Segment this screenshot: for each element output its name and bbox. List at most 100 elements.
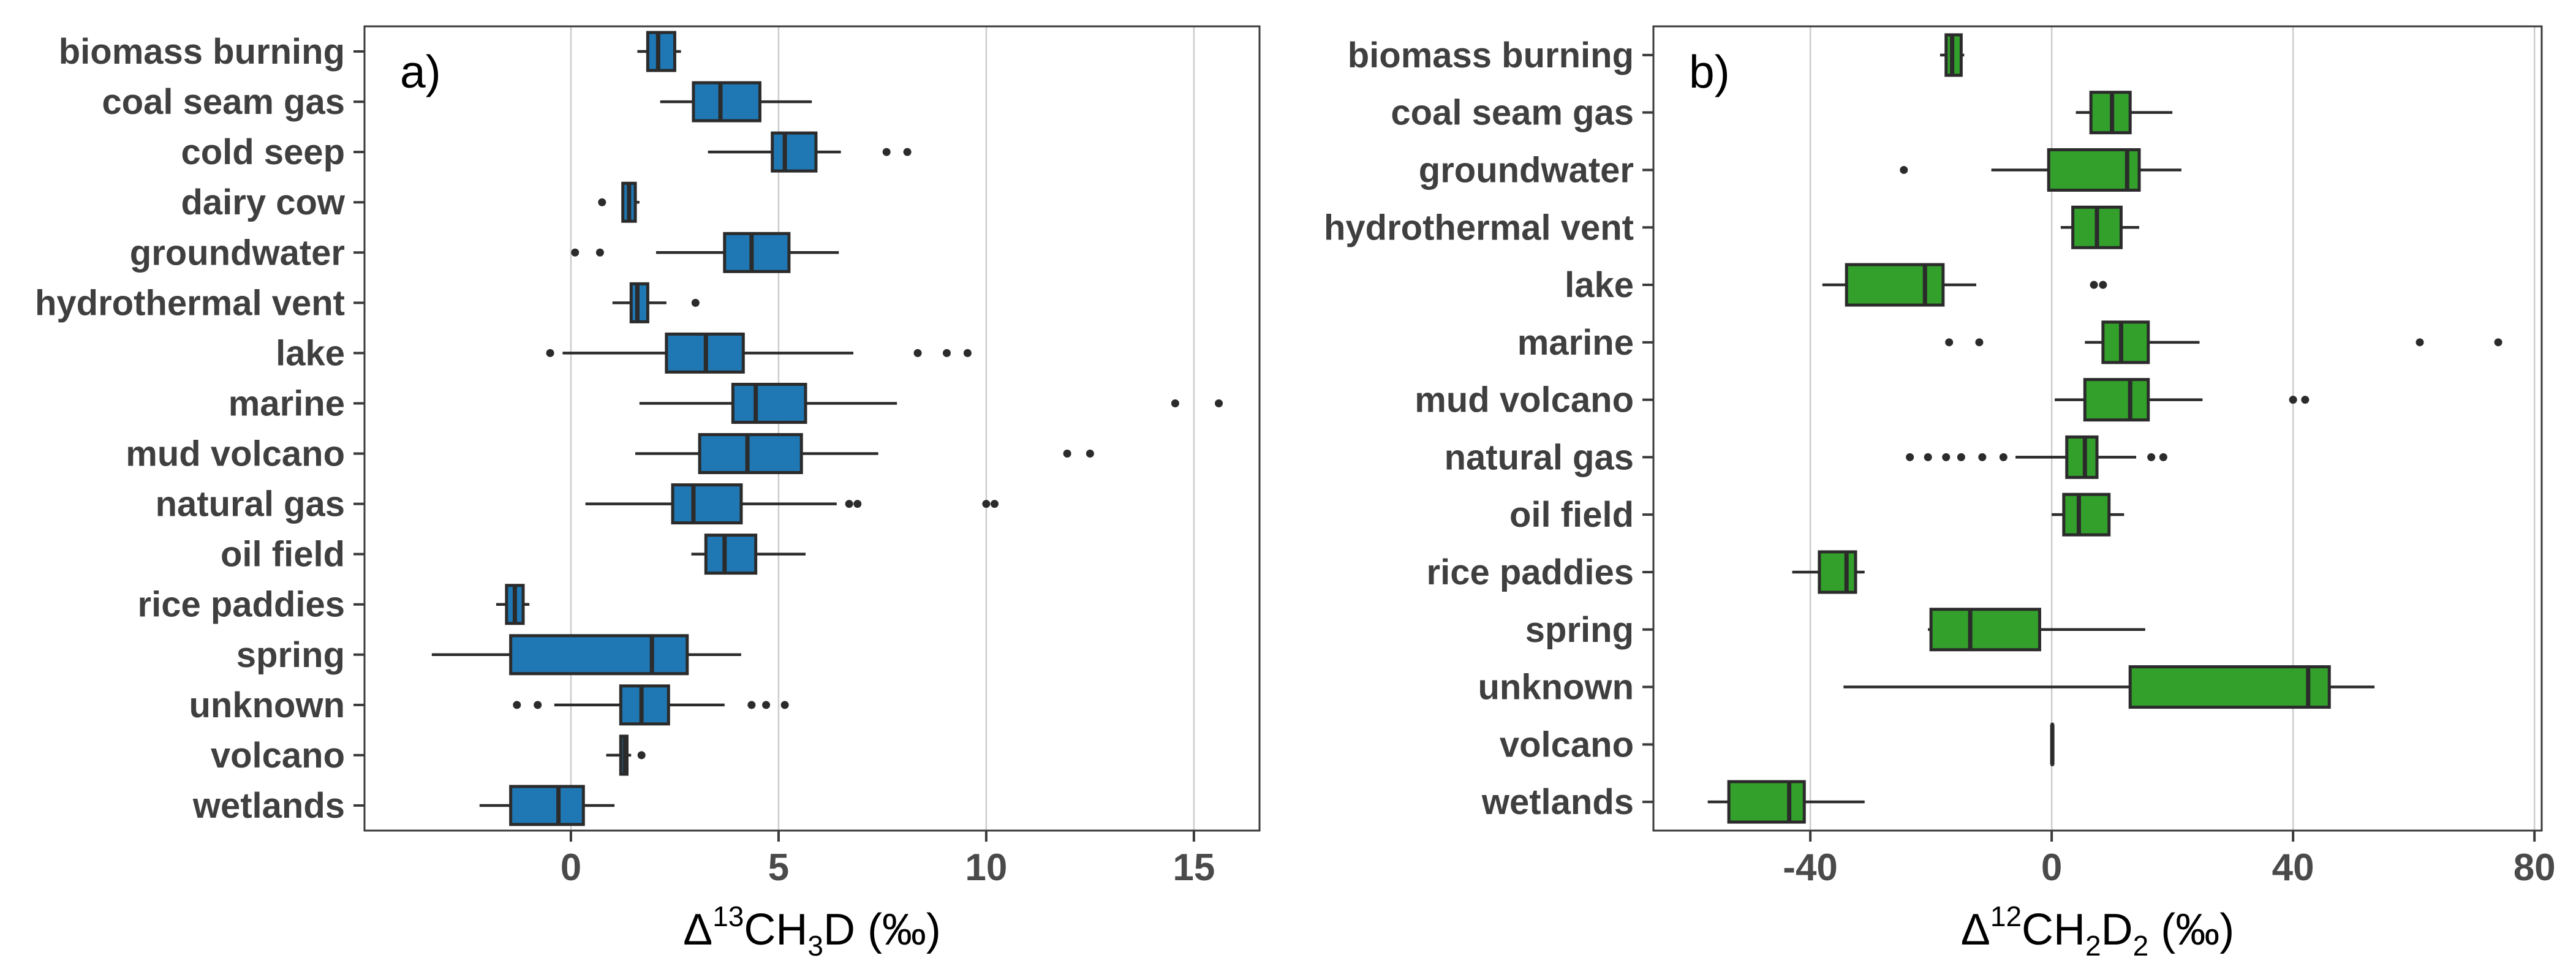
panel-b-outlier-natural-gas — [1999, 453, 2008, 461]
panel-b-box-natural-gas — [2065, 435, 2099, 479]
panel-b-outlier-marine — [2494, 338, 2502, 347]
panel-a-category-label-volcano: volcano — [211, 736, 345, 775]
panel-a-outlier-unknown — [534, 701, 542, 709]
panel-a-outlier-natural-gas — [990, 500, 999, 508]
panel-a-x-tick-label-10: 10 — [965, 847, 1007, 889]
panel-b-border — [1652, 25, 2543, 832]
panel-a-boxplot-natural-gas — [585, 483, 999, 525]
panel-a-category-label-natural-gas: natural gas — [156, 485, 345, 524]
panel-b-category-label-rice-paddies: rice paddies — [1427, 553, 1634, 592]
panel-b-x-axis-title: Δ12​CH2​D2​ (‰) — [1961, 900, 2234, 958]
panel-b-d12ch2d2-boxplot: biomass burning coal seam gas groundwater h… — [1324, 25, 2556, 958]
panel-b-boxplot-hydrothermal-vent — [2060, 205, 2139, 249]
panel-b-box-spring — [1929, 608, 2041, 652]
panel-a-outlier-unknown — [747, 701, 756, 709]
panel-b-category-label-mud-volcano: mud volcano — [1415, 380, 1634, 420]
panel-a-box-natural-gas — [671, 483, 743, 525]
panel-a-outlier-natural-gas — [845, 500, 853, 508]
panel-a-category-label-dairy-cow: dairy cow — [181, 183, 345, 222]
panel-a-box-spring — [509, 634, 689, 676]
panel-b-boxplot-groundwater — [1900, 148, 2181, 192]
panel-b-category-label-unknown: unknown — [1478, 668, 1634, 707]
panel-a-box-coal-seam-gas — [692, 81, 761, 123]
panel-a-x-tick-label-15: 15 — [1173, 847, 1215, 889]
panel-a-x-tick-label-5: 5 — [768, 847, 789, 889]
panel-b-outlier-natural-gas — [1942, 453, 1951, 461]
panel-a-boxplot-hydrothermal-vent — [612, 282, 700, 323]
panel-b-category-label-volcano: volcano — [1500, 725, 1634, 764]
panel-a-boxplot-rice-paddies — [496, 584, 530, 625]
panel-b-outlier-marine — [2415, 338, 2424, 347]
panel-a-outlier-groundwater — [571, 248, 580, 257]
panel-b-boxplot-lake — [1822, 263, 2107, 307]
panel-b-category-label-groundwater: groundwater — [1419, 150, 1634, 190]
panel-a-boxplot-wetlands — [479, 785, 615, 826]
panel-a-outlier-unknown — [513, 701, 521, 709]
panel-a-outlier-mud-volcano — [1063, 450, 1071, 458]
panel-b-boxplot-marine — [1945, 320, 2502, 364]
panel-a-panel-letter: a) — [400, 46, 441, 97]
panel-a-box-oil-field — [704, 534, 758, 575]
panel-b-category-label-spring: spring — [1525, 610, 1634, 650]
panel-b-box-oil-field — [2062, 492, 2111, 537]
panel-a-boxplot-oil-field — [691, 534, 806, 575]
panel-a-border — [363, 25, 1261, 832]
panel-a-boxplot-coal-seam-gas — [660, 81, 812, 123]
panel-a-outlier-dairy-cow — [598, 198, 606, 206]
panel-a-boxplot-lake — [546, 332, 972, 374]
panel-a-outlier-cold-seep — [882, 148, 891, 156]
panel-b-outlier-natural-gas — [2147, 453, 2156, 461]
panel-a-box-groundwater — [723, 232, 791, 273]
panel-a-category-label-oil-field: oil field — [221, 535, 345, 575]
panel-a-d13ch3d-boxplot: biomass burning coal seam gas cold seep dai… — [35, 25, 1261, 958]
panel-b-outlier-lake — [2099, 281, 2107, 289]
panel-a-outlier-cold-seep — [903, 148, 912, 156]
panel-b-outlier-mud-volcano — [2301, 396, 2310, 404]
panel-a-boxplot-dairy-cow — [598, 181, 640, 223]
panel-a-outlier-marine — [1215, 399, 1223, 407]
panel-b-boxplot-wetlands — [1707, 780, 1865, 824]
panel-a-x-tick-label-0: 0 — [561, 847, 581, 889]
panel-b-outlier-groundwater — [1900, 165, 1908, 174]
panel-a-boxplot-mud-volcano — [635, 433, 1094, 475]
panel-a-boxplot-marine — [639, 382, 1223, 424]
panel-b-category-label-wetlands: wetlands — [1481, 782, 1634, 822]
panel-b-box-marine — [2101, 320, 2150, 364]
panel-a-outlier-mud-volcano — [1086, 450, 1094, 458]
panel-b-outlier-marine — [1945, 338, 1954, 347]
panel-a-category-label-spring: spring — [236, 635, 345, 675]
panel-a-box-wetlands — [509, 785, 585, 826]
panel-a-outlier-unknown — [762, 701, 771, 709]
panel-b-boxplot-coal-seam-gas — [2076, 91, 2173, 135]
panel-b-boxplot-spring — [1928, 608, 2145, 652]
panel-a-box-marine — [731, 382, 807, 424]
panel-a-outlier-marine — [1171, 399, 1179, 407]
panel-a-box-unknown — [619, 684, 670, 726]
panel-b-box-unknown — [2128, 665, 2331, 709]
panel-a-category-label-coal-seam-gas: coal seam gas — [102, 82, 345, 122]
panel-a-outlier-groundwater — [595, 248, 604, 257]
panel-a-boxplot-unknown — [513, 684, 789, 726]
panel-b-x-tick-label--40: -40 — [1783, 847, 1838, 889]
panel-a-boxplot-groundwater — [571, 232, 839, 273]
panel-b-category-label-oil-field: oil field — [1509, 495, 1634, 535]
panel-b-boxplot-unknown — [1843, 665, 2375, 709]
panel-b-outlier-natural-gas — [1957, 453, 1965, 461]
panel-b-outlier-natural-gas — [1978, 453, 1987, 461]
panel-a-box-biomass-burning — [646, 31, 676, 72]
panel-a-outlier-natural-gas — [853, 500, 862, 508]
panel-b-x-tick-label-40: 40 — [2272, 847, 2314, 889]
panel-b-box-wetlands — [1727, 780, 1806, 824]
panel-a-category-label-cold-seep: cold seep — [181, 132, 345, 172]
panel-a-category-label-lake: lake — [276, 333, 345, 373]
panel-a-x-axis-title: Δ13​CH3​D (‰) — [683, 900, 941, 958]
panel-b-box-rice-paddies — [1818, 550, 1857, 594]
panel-a-outlier-lake — [913, 349, 922, 357]
panel-a-category-label-groundwater: groundwater — [130, 233, 345, 273]
panel-a-boxplot-biomass-burning — [637, 31, 681, 72]
panel-b-boxplot-rice-paddies — [1792, 550, 1865, 594]
panel-b-outlier-natural-gas — [1906, 453, 1914, 461]
panel-a-category-label-marine: marine — [229, 383, 345, 423]
panel-a-outlier-lake — [963, 349, 972, 357]
panel-b-boxplot-mud-volcano — [2055, 378, 2310, 422]
